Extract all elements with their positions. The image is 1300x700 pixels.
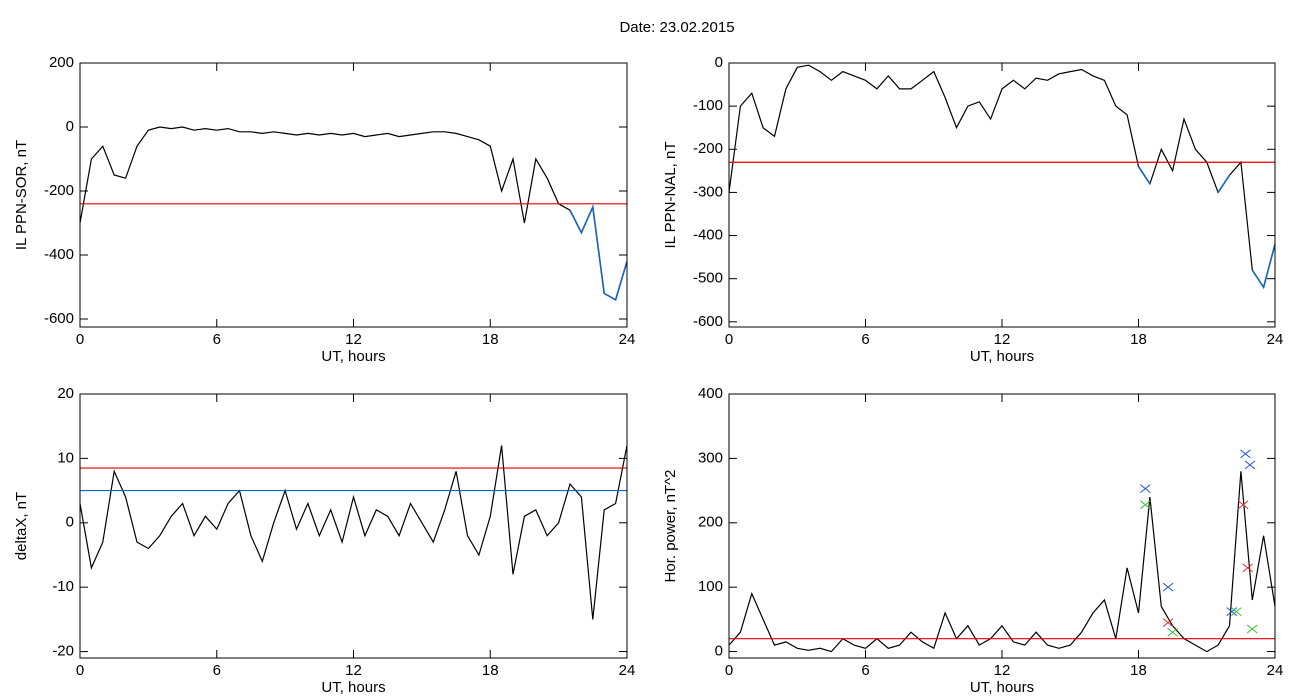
cross-marker [1237,500,1249,510]
x-tick-label: 6 [213,331,221,348]
cross-marker [1231,607,1242,617]
y-tick-label: 400 [698,385,723,402]
y-axis-label: deltaX, nT [13,492,30,560]
y-tick-label: 100 [698,578,723,595]
cross-marker [1140,500,1151,510]
y-tick-label: -200 [693,140,723,157]
y-tick-label: -300 [693,183,723,200]
cross-stroke [1167,627,1178,637]
plot-area [80,126,627,301]
plot-area [729,64,1275,290]
cross-stroke [1231,607,1242,617]
x-tick-label: 18 [1130,331,1147,348]
y-axis-label: Hor. power, nT^2 [662,470,679,583]
y-tick-label: 0 [715,54,723,71]
y-tick-label: -10 [52,578,74,595]
panel: -600 -500 -400 -300 -200 -100 0 0 6 12 18 24 UT, hou… [662,54,1283,365]
plot-area [80,445,627,620]
x-axis-label: UT, hours [970,679,1034,696]
data-line [80,126,627,301]
cross-stroke [1162,582,1174,592]
cross-stroke [1162,618,1174,627]
y-tick-label: 0 [66,514,74,531]
x-tick-label: 12 [994,662,1011,679]
y-axis-label: IL PPN-NAL, nT [662,142,679,249]
cross-marker [1226,607,1238,617]
y-tick-label: 0 [715,643,723,660]
cross-stroke [1237,500,1249,510]
cross-stroke [1244,460,1256,470]
x-tick-label: 18 [482,331,499,348]
cross-marker [1240,449,1251,459]
cross-marker [1140,484,1151,494]
figure-title: Date: 23.02.2015 [619,19,734,36]
x-axis-label: UT, hours [321,348,385,365]
x-tick-label: 12 [994,331,1011,348]
x-tick-label: 24 [1267,331,1284,348]
x-tick-label: 18 [482,662,499,679]
plot-frame [79,62,628,328]
panel: 0 100 200 300 400 0 6 12 18 24 UT, hours Hor. power… [662,385,1283,696]
plot-frame [728,393,1276,659]
cross-stroke [1226,607,1238,617]
data-line [729,471,1275,653]
data-line [729,64,1275,289]
y-tick-label: 200 [698,514,723,531]
x-tick-label: 18 [1130,662,1147,679]
x-tick-label: 0 [76,331,84,348]
cross-stroke [1240,449,1251,459]
y-tick-label: 20 [57,385,74,402]
data-line [80,445,627,620]
cross-stroke [1242,563,1254,573]
cross-marker [1246,624,1258,634]
cross-marker [1167,627,1178,637]
y-tick-label: -100 [693,97,723,114]
plot-area [729,449,1275,653]
cross-stroke [1140,484,1151,494]
x-tick-label: 12 [345,331,362,348]
x-tick-label: 6 [213,662,221,679]
cross-marker [1162,618,1174,627]
x-tick-label: 6 [861,662,869,679]
x-tick-label: 0 [725,662,733,679]
y-tick-label: 200 [49,54,74,71]
y-tick-label: -500 [693,270,723,287]
y-tick-label: -400 [693,227,723,244]
plot-frame [79,393,628,659]
x-tick-label: 24 [1267,662,1284,679]
plot-frame [728,62,1276,328]
x-tick-label: 0 [725,331,733,348]
cross-marker [1242,563,1254,573]
cross-marker [1162,582,1174,592]
y-tick-label: 300 [698,449,723,466]
panel: -20 -10 0 10 20 0 6 12 18 24 UT, hours deltaX, nT [13,385,635,696]
y-tick-label: -400 [44,246,74,263]
x-tick-label: 12 [345,662,362,679]
y-tick-label: -600 [44,310,74,327]
x-tick-label: 6 [861,331,869,348]
below-threshold-line [569,204,627,301]
x-tick-label: 0 [76,662,84,679]
y-tick-label: -200 [44,182,74,199]
y-tick-label: 0 [66,118,74,135]
panel: -600 -400 -200 0 200 0 6 12 18 24 UT, hours IL PPN-… [13,54,635,365]
cross-stroke [1140,500,1151,510]
cross-marker [1244,460,1256,470]
y-tick-label: -20 [52,643,74,660]
y-tick-label: 10 [57,449,74,466]
below-threshold-line [1137,166,1275,290]
cross-stroke [1246,624,1258,634]
x-tick-label: 24 [619,662,636,679]
x-tick-label: 24 [619,331,636,348]
x-axis-label: UT, hours [970,348,1034,365]
x-axis-label: UT, hours [321,679,385,696]
y-tick-label: -600 [693,313,723,330]
y-axis-label: IL PPN-SOR, nT [13,140,30,250]
